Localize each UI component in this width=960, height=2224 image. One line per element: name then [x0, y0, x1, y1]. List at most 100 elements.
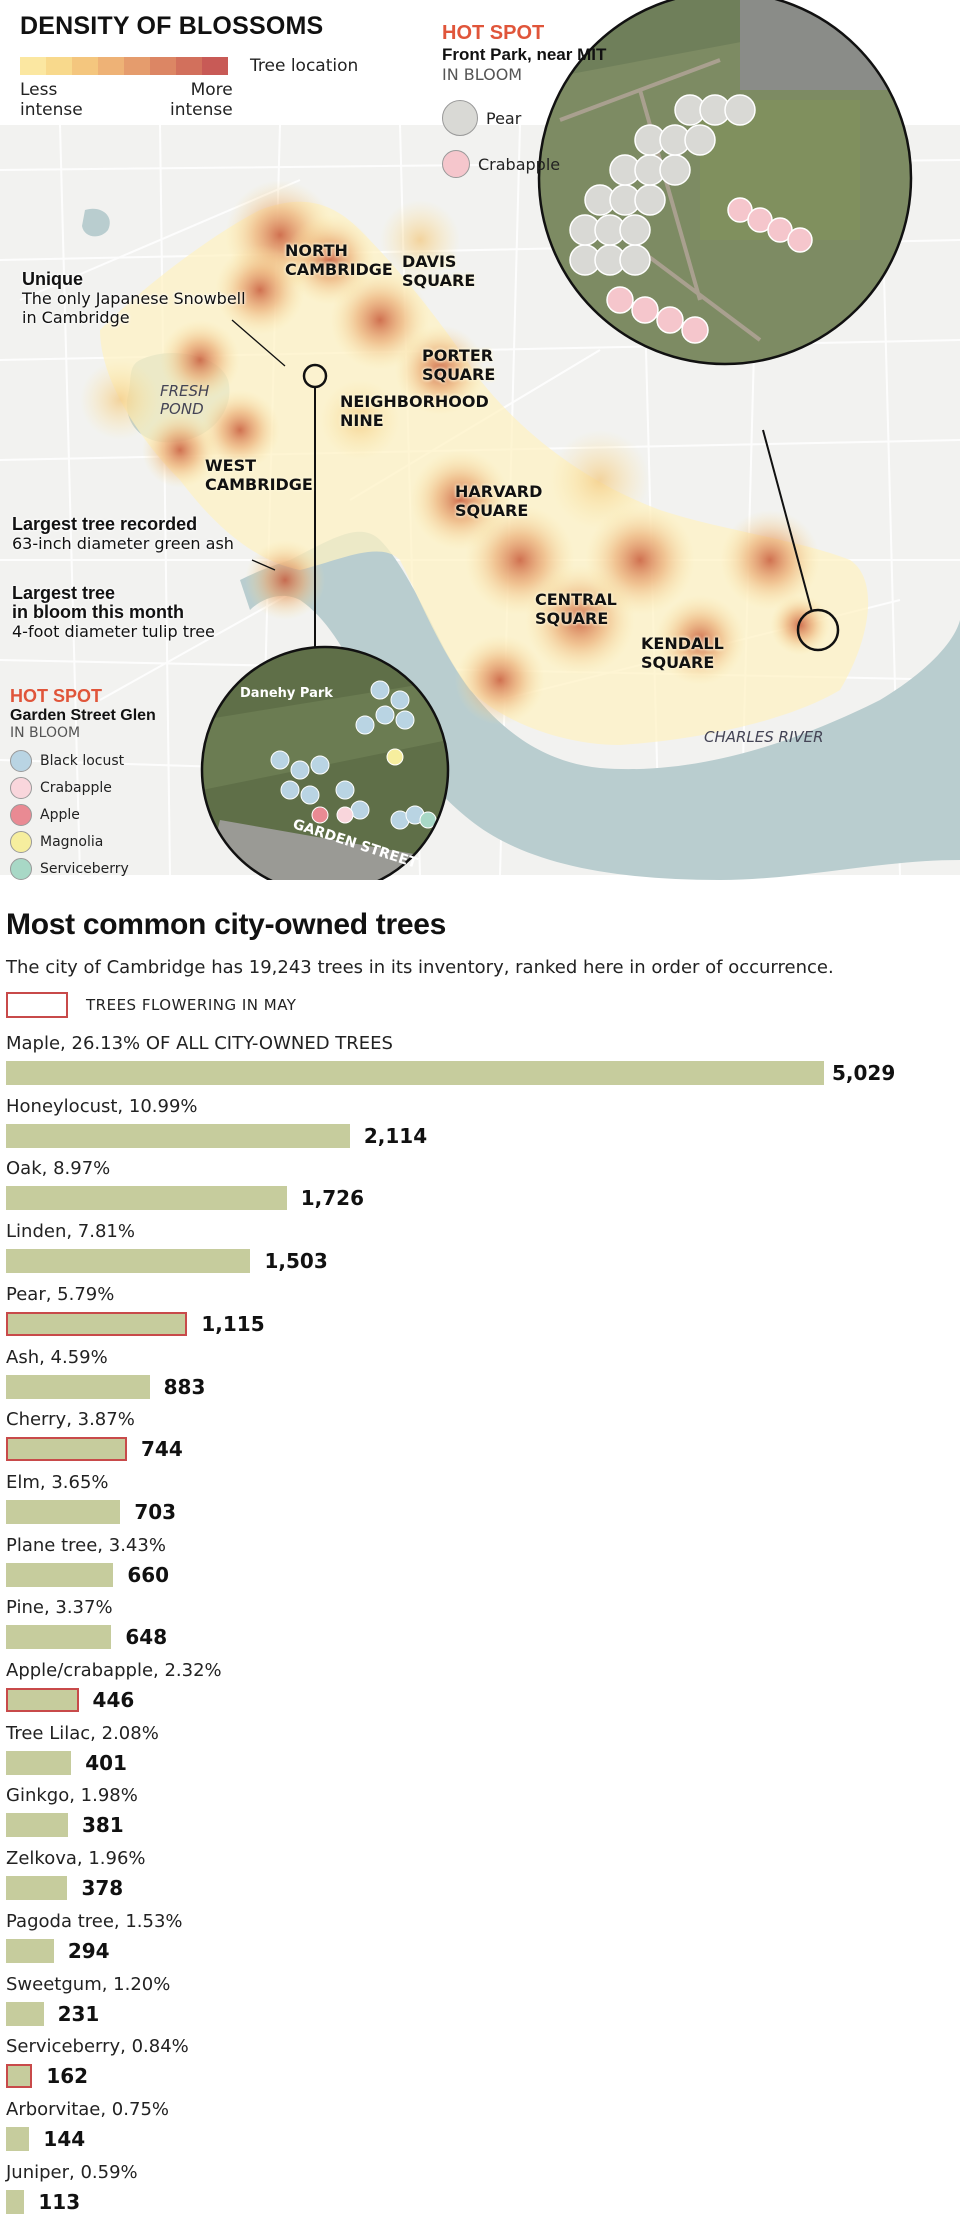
legend-label: Crabapple	[40, 780, 112, 796]
flowering-legend-swatch	[6, 992, 68, 1018]
bar-value-label: 703	[134, 1499, 177, 1524]
bar-value-label: 446	[92, 1688, 135, 1712]
mit-hotspot-circle	[539, 0, 911, 364]
bar-category-label: Cherry, 3.87%	[6, 1409, 135, 1431]
bar-value-label: 1,503	[264, 1249, 328, 1274]
glen-hotspot-text: HOT SPOT Garden Street Glen IN BLOOM	[10, 686, 156, 741]
bar-category-label: Tree Lilac, 2.08%	[6, 1722, 159, 1744]
bar-value-label: 2,114	[363, 1123, 428, 1148]
bar-value-label: 144	[43, 2126, 86, 2151]
bar-category-label: Honeylocust, 10.99%	[6, 1095, 198, 1117]
bar-category-label: Linden, 7.81%	[6, 1221, 135, 1243]
label-charles-river: CHARLES RIVER	[704, 728, 824, 746]
bar-value-label: 5,029	[832, 1061, 896, 1085]
bar	[6, 2126, 30, 2151]
legend-tree-location: Tree location	[250, 56, 359, 76]
intensity-legend	[20, 57, 228, 75]
legend-more-label: More intense	[170, 80, 233, 120]
mit-hotspot-marker	[796, 608, 840, 652]
bar-value-label: 113	[38, 2189, 81, 2214]
area-west-cambridge: WEST CAMBRIDGE	[205, 456, 313, 494]
bar-value-label: 1,726	[300, 1186, 364, 1211]
bar-category-label: Elm, 3.65%	[6, 1471, 109, 1493]
bar	[6, 1938, 54, 1963]
bar	[6, 1499, 121, 1524]
bar	[6, 1562, 114, 1587]
bar-category-label: Zelkova, 1.96%	[6, 1848, 146, 1870]
bar-row: Ginkgo, 1.98% 381	[0, 1785, 960, 1847]
callout-largest-tree: Largest tree recorded 63-inch diameter g…	[12, 514, 234, 554]
bar-category-label: Juniper, 0.59%	[6, 2161, 138, 2183]
bar-row: Pagoda tree, 1.53% 294	[0, 1911, 960, 1973]
intensity-swatch	[46, 57, 72, 75]
bar-category-label: Arborvitae, 0.75%	[6, 2098, 169, 2120]
area-harvard-square: HARVARD SQUARE	[455, 482, 543, 520]
legend-label: Magnolia	[40, 834, 104, 850]
bar-category-label: Pear, 5.79%	[6, 1283, 115, 1305]
mit-legend-pear: Pear	[442, 100, 521, 136]
bar-category-label: Apple/crabapple, 2.32%	[6, 1660, 222, 1681]
bar-row: Juniper, 0.59% 113	[0, 2162, 960, 2224]
bar-row: Arborvitae, 0.75% 144	[0, 2099, 960, 2161]
bar-value-label: 294	[67, 1938, 110, 1963]
legend-swatch	[10, 804, 32, 826]
bar-row: Oak, 8.97% 1,726	[0, 1158, 960, 1220]
bar-category-label: Serviceberry, 0.84%	[6, 2036, 189, 2058]
crabapple-swatch	[442, 150, 470, 178]
bar	[6, 1123, 350, 1148]
legend-swatch	[10, 831, 32, 853]
mit-hotspot-text: HOT SPOT Front Park, near MIT IN BLOOM	[442, 22, 606, 84]
bar-category-label: Ash, 4.59%	[6, 1346, 108, 1368]
in-bloom-label: IN BLOOM	[442, 65, 523, 84]
bar-category-label: Ginkgo, 1.98%	[6, 1785, 138, 1807]
area-davis-square: DAVIS SQUARE	[402, 252, 476, 290]
bar	[6, 1688, 79, 1712]
bar-row: Linden, 7.81% 1,503	[0, 1221, 960, 1283]
bar-row: Tree Lilac, 2.08% 401	[0, 1723, 960, 1785]
bar-value-label: 231	[57, 2001, 100, 2026]
bar	[6, 2064, 33, 2089]
bar-value-label: 1,115	[201, 1311, 265, 1336]
bar	[6, 2001, 44, 2026]
intensity-swatch	[20, 57, 46, 75]
bar-category-label: Maple, 26.13% OF ALL CITY-OWNED TREES	[6, 1033, 393, 1054]
area-porter-square: PORTER SQUARE	[422, 346, 496, 384]
callout-unique: Unique The only Japanese Snowbell in Cam…	[22, 269, 246, 328]
bar-row: Apple/crabapple, 2.32% 446	[0, 1660, 960, 1722]
label-fresh-pond: FRESH POND	[160, 382, 210, 418]
intensity-swatch	[124, 57, 150, 75]
chart-subtitle: The city of Cambridge has 19,243 trees i…	[6, 957, 834, 978]
intensity-swatch	[72, 57, 98, 75]
bar-value-label: 381	[81, 1813, 124, 1838]
intensity-swatch	[202, 57, 228, 75]
legend-less-label: Less intense	[20, 80, 83, 120]
glen-legend-item: Serviceberry	[10, 858, 129, 880]
map-title: DENSITY OF BLOSSOMS	[20, 12, 324, 40]
bar-row: Ash, 4.59% 883	[0, 1347, 960, 1409]
bar-row: Plane tree, 3.43% 660	[0, 1535, 960, 1597]
bar	[6, 1186, 287, 1211]
in-bloom-label: IN BLOOM	[10, 725, 81, 741]
bar-category-label: Pine, 3.37%	[6, 1597, 113, 1619]
danehy-park-label: Danehy Park	[240, 686, 333, 701]
bar-value-label: 883	[163, 1374, 206, 1399]
bar-row: Elm, 3.65% 703	[0, 1472, 960, 1534]
glen-legend-item: Crabapple	[10, 777, 112, 799]
bar-value-label: 660	[127, 1562, 170, 1587]
area-north-cambridge: NORTH CAMBRIDGE	[285, 241, 393, 279]
hotspot-name: Front Park, near MIT	[442, 45, 607, 64]
legend-label: Serviceberry	[40, 861, 129, 877]
bar-value-label: 162	[46, 2064, 89, 2089]
bar-value-label: 401	[85, 1750, 127, 1775]
hotspot-name: Garden Street Glen	[10, 707, 156, 724]
bar	[6, 1876, 68, 1901]
bar-value-label: 648	[125, 1625, 168, 1650]
glen-legend-item: Apple	[10, 804, 80, 826]
area-neighborhood-nine: NEIGHBORHOOD NINE	[340, 392, 489, 430]
glen-legend-item: Black locust	[10, 750, 124, 772]
bar	[6, 1311, 188, 1336]
intensity-swatch	[150, 57, 176, 75]
bar-category-label: Plane tree, 3.43%	[6, 1534, 166, 1556]
bar-row: Pear, 5.79% 1,115	[0, 1284, 960, 1346]
bar-row: Sweetgum, 1.20% 231	[0, 1974, 960, 2036]
